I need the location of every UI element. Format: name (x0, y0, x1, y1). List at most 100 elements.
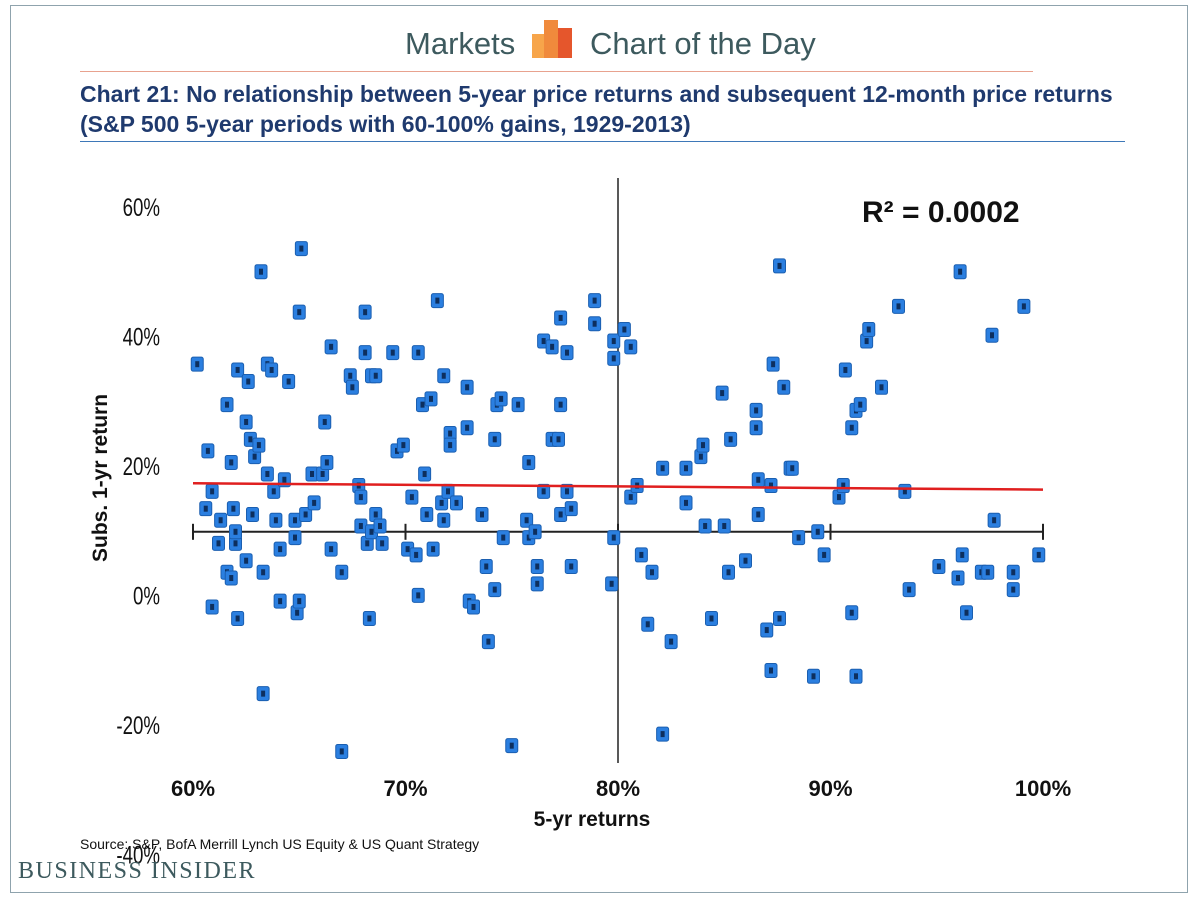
data-point-core (964, 609, 969, 616)
y-axis-title: Subs. 1-yr return (89, 394, 112, 562)
data-point-core (312, 499, 317, 506)
data-point-core (435, 297, 440, 304)
data-point-core (622, 326, 627, 333)
data-point-core (509, 742, 514, 749)
data-point-core (558, 401, 563, 408)
data-point-core (261, 690, 266, 697)
data-point-core (781, 384, 786, 391)
data-point-core (879, 384, 884, 391)
header-divider (80, 71, 1033, 72)
data-point-core (754, 407, 759, 414)
chart-title-line-1: Chart 21: No relationship between 5-year… (80, 81, 1113, 107)
data-point-core (992, 517, 997, 524)
data-point-core (448, 442, 453, 449)
data-point-core (756, 476, 761, 483)
data-point-core (764, 627, 769, 634)
data-point-core (205, 447, 210, 454)
data-point-core (235, 615, 240, 622)
data-point-core (339, 569, 344, 576)
data-point-core (329, 546, 334, 553)
data-point-core (609, 580, 614, 587)
data-point-core (701, 442, 705, 449)
data-point-core (324, 459, 329, 466)
x-axis-title: 5-yr returns (534, 808, 651, 831)
data-point-core (822, 551, 827, 558)
data-point-core (777, 615, 782, 622)
data-point-core (252, 453, 257, 460)
data-point-core (295, 609, 300, 616)
data-point-core (365, 540, 370, 547)
y-tick-label: -40% (116, 841, 160, 869)
data-point-core (709, 615, 714, 622)
data-point-core (684, 499, 688, 506)
data-point-core (441, 372, 446, 379)
brand-header: Markets Chart of the Day (0, 14, 1200, 74)
chart-title: Chart 21: No relationship between 5-year… (80, 79, 1113, 139)
data-point-core (265, 471, 270, 477)
data-point-core (565, 488, 569, 495)
data-point-core (535, 563, 540, 570)
data-point-core (348, 372, 353, 379)
data-point-core (390, 349, 395, 356)
data-point-core (796, 534, 801, 541)
data-point-core (720, 390, 725, 397)
data-point-core (299, 245, 304, 252)
x-tick-label: 90% (808, 776, 852, 801)
y-tick-label: -20% (116, 712, 160, 740)
data-point-core (358, 523, 363, 530)
data-point-core (367, 615, 372, 622)
data-point-core (769, 482, 773, 489)
data-point-core (409, 494, 414, 501)
data-point-core (203, 505, 208, 512)
data-point-core (684, 465, 688, 472)
data-point-core (286, 378, 291, 385)
markets-label: Markets (405, 26, 516, 61)
data-point-core (369, 528, 374, 535)
data-point-core (541, 338, 546, 345)
data-point-core (1011, 569, 1016, 576)
data-point-core (958, 268, 963, 275)
y-tick-label: 60% (123, 194, 160, 222)
data-point-core (492, 586, 497, 593)
data-point-core (378, 523, 382, 530)
data-point-core (896, 303, 901, 310)
y-tick-labels: 60% 40% 20% 0% -20% -40% (116, 194, 160, 870)
y-tick-label: 0% (133, 582, 160, 610)
y-tick-label: 20% (123, 453, 160, 481)
business-insider-logo: BUSINESS INSIDER (18, 858, 257, 884)
data-point-core (524, 517, 529, 524)
data-point-core (293, 534, 297, 541)
data-point-core (233, 528, 238, 535)
title-divider (80, 141, 1125, 142)
data-point-core (569, 505, 574, 512)
data-point-core (233, 540, 238, 547)
data-point-core (569, 563, 574, 570)
data-point-core (526, 459, 531, 466)
data-point-core (416, 349, 421, 356)
data-point-core (380, 540, 385, 547)
data-point-core (628, 343, 633, 350)
data-point-core (454, 499, 459, 506)
bar-chart-logo-icon (532, 20, 572, 58)
data-point-core (424, 511, 429, 518)
x-tick-label: 70% (383, 776, 427, 801)
data-point-core (373, 511, 378, 518)
data-point-core (256, 442, 261, 449)
data-point-core (235, 366, 240, 373)
data-point-core (465, 424, 470, 431)
data-point-core (441, 517, 446, 524)
data-point-core (422, 471, 427, 477)
data-point-core (297, 598, 302, 605)
data-point-core (246, 378, 251, 385)
data-point-core (261, 569, 266, 576)
data-point-core (480, 511, 484, 518)
x-tick-label: 80% (596, 776, 640, 801)
data-point-core (592, 297, 597, 304)
x-tick-label: 60% (171, 776, 215, 801)
data-point-core (864, 338, 869, 345)
data-point-core (541, 488, 546, 495)
data-point-core (486, 638, 491, 645)
chart-frame (10, 5, 1188, 893)
data-point-core (960, 551, 965, 558)
data-point-core (660, 465, 665, 472)
